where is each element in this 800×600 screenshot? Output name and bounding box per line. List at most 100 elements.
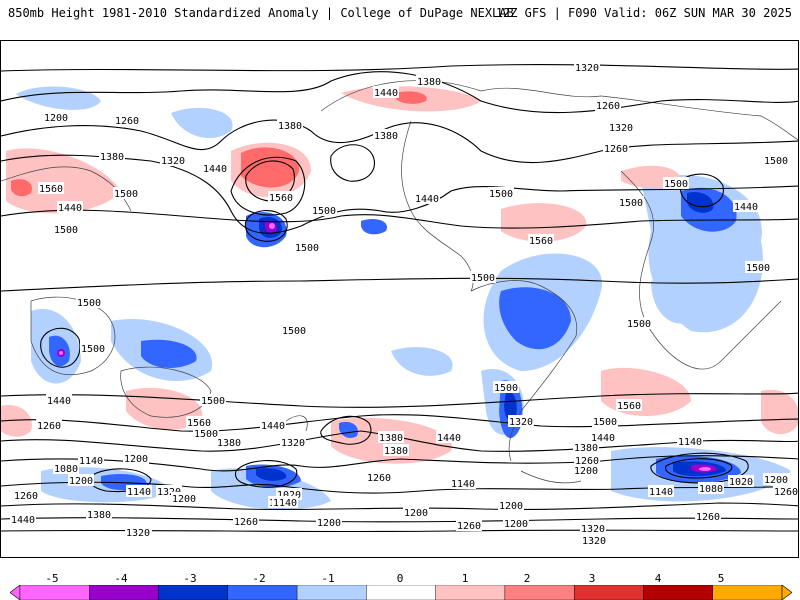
contour-label: 1380 (217, 438, 241, 449)
contour-label: 1500 (494, 383, 518, 394)
contour-label: 1500 (764, 156, 788, 167)
header: 850mb Height 1981-2010 Standardized Anom… (0, 0, 800, 40)
contour-label: 1200 (172, 494, 196, 505)
contour-label: 1500 (619, 198, 643, 209)
colorbar-tick: 5 (717, 572, 725, 585)
contour-label: 1200 (404, 508, 428, 519)
contour-label: 1080 (54, 464, 78, 475)
contour-label: 1320 (509, 417, 533, 428)
contour-label: 1500 (489, 189, 513, 200)
colorbar-tick: -4 (114, 572, 128, 585)
contour-label: 1200 (764, 475, 788, 486)
contour-label: 1200 (124, 454, 148, 465)
contour-label: 1380 (417, 77, 441, 88)
colorbar-cell (366, 585, 436, 600)
contour-label: 1080 (699, 484, 723, 495)
contour-label: 1140 (649, 487, 673, 498)
model-run-info: 12Z GFS | F090 Valid: 06Z SUN MAR 30 202… (495, 6, 792, 20)
anomaly-map: 1320 1380 1440 1380 1260 1200 1260 1380 … (1, 61, 798, 547)
contour-label: 1380 (278, 121, 302, 132)
contour-label: 1320 (582, 536, 606, 547)
colorbar-cell (296, 585, 367, 600)
anomaly-colorbar (10, 585, 792, 600)
contour-label: 1440 (591, 433, 615, 444)
contour-label: 1200 (504, 519, 528, 530)
contour-label: 1560 (269, 193, 293, 204)
contour-label: 1500 (114, 189, 138, 200)
colorbar-right-arrow (781, 585, 792, 600)
colorbar-cell (573, 585, 644, 600)
contour-label: 1440 (437, 433, 461, 444)
colorbar-cell (227, 585, 298, 600)
contour-label: 1320 (157, 487, 181, 498)
colorbar-tick: -1 (321, 572, 335, 585)
contour-label: 1380 (574, 443, 598, 454)
contour-label: 1260 (596, 101, 620, 112)
contour-label: 1500 (312, 206, 336, 217)
contour-label: 1020 (729, 477, 753, 488)
contour-label: 1200 (499, 501, 523, 512)
contour-label: 1380 (87, 510, 111, 521)
contour-label: 1560 (529, 236, 553, 247)
contour-label: 1200 (44, 113, 68, 124)
map-panel[interactable]: 1320 1380 1440 1380 1260 1200 1260 1380 … (0, 40, 799, 558)
contour-labels: 1320 1380 1440 1380 1260 1200 1260 1380 … (10, 61, 798, 547)
contour-label: 1500 (627, 319, 651, 330)
contour-label: 1140 (678, 437, 702, 448)
colorbar-cell (504, 585, 575, 600)
contour-label: 1020 (277, 490, 301, 501)
contour-label: 1500 (471, 273, 495, 284)
contour-label: 1380 (374, 131, 398, 142)
contour-label: 1440 (374, 88, 398, 99)
contour-label: 1500 (282, 326, 306, 337)
contour-label: 1500 (593, 417, 617, 428)
colorbar-tick: -2 (252, 572, 266, 585)
contour-label: 1260 (14, 491, 38, 502)
contour-label: 1380 (100, 152, 124, 163)
colorbar-ticks: -5 -4 -3 -2 -1 0 1 2 3 4 5 (0, 572, 800, 585)
contour-label: 1140 (79, 456, 103, 467)
contour-label: 1320 (126, 528, 150, 539)
contour-label: 1260 (457, 521, 481, 532)
contour-label: 1440 (734, 202, 758, 213)
colorbar-tick: 1 (461, 572, 469, 585)
contour-label: 1500 (295, 243, 319, 254)
contour-label: 1320 (581, 524, 605, 535)
contour-label: 1260 (774, 487, 798, 498)
contour-label: 1440 (11, 515, 35, 526)
contour-label: 1200 (69, 476, 93, 487)
contour-label: 1440 (47, 396, 71, 407)
contour-label: 1200 (317, 518, 341, 529)
colorbar-tick: 0 (396, 572, 404, 585)
contour-label: 1260 (575, 456, 599, 467)
colorbar-tick: -3 (183, 572, 197, 585)
colorbar-cell (158, 585, 229, 600)
contour-label: 1380 (379, 433, 403, 444)
colorbar-tick: -5 (45, 572, 59, 585)
contour-label: 1500 (194, 429, 218, 440)
contour-label: 1560 (187, 418, 211, 429)
contour-label: 1500 (54, 225, 78, 236)
colorbar-tick: 3 (588, 572, 596, 585)
contour-label: 1260 (604, 144, 628, 155)
contour-label: 1500 (201, 396, 225, 407)
contour-label: 1320 (281, 438, 305, 449)
contour-label: 1260 (696, 512, 720, 523)
contour-label: 1560 (39, 184, 63, 195)
contour-label: 1440 (415, 194, 439, 205)
contour-label: 1320 (161, 156, 185, 167)
contour-label: 1500 (664, 179, 688, 190)
contour-label: 1440 (58, 203, 82, 214)
colorbar-tick: 4 (654, 572, 662, 585)
contour-label: 1500 (81, 344, 105, 355)
contour-label: 1140 (451, 479, 475, 490)
contour-label: 1200 (574, 466, 598, 477)
contour-label: 1140 (273, 498, 297, 509)
colorbar-cell (435, 585, 506, 600)
contour-label: 1380 (384, 446, 408, 457)
contour-label: 1440 (203, 164, 227, 175)
contour-label: 1140 (127, 487, 151, 498)
contour-label: 1560 (617, 401, 641, 412)
contour-label: 1260 (234, 517, 258, 528)
contour-label: 1500 (746, 263, 770, 274)
